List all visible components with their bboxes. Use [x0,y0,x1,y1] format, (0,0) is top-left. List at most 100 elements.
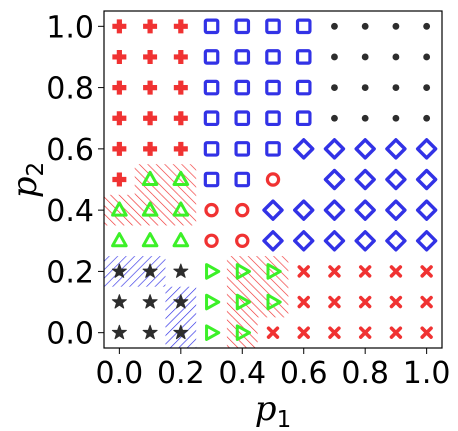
y-axis-ticks: 0.0 0.2 0.4 0.6 0.8 1.0 [46,10,104,352]
marker-dot-dark [331,84,338,91]
x-axis-ticks: 0.0 0.2 0.4 0.6 0.8 1.0 [96,348,451,391]
marker-star-dark [111,324,127,340]
marker-star-dark [142,263,158,278]
y-tick-label: 0.6 [46,133,94,168]
marker-x-red [420,326,433,339]
marker-square-blue [234,110,251,127]
marker-diamond-blue [293,230,315,252]
marker-dot-dark [361,114,369,122]
marker-circle-red [204,233,219,248]
y-tick-label: 0.2 [46,255,94,290]
data-markers [111,18,438,341]
marker-plus-red [143,111,158,126]
marker-plus-red [112,49,127,64]
marker-dot-dark [392,84,400,91]
marker-diamond-blue [262,199,284,221]
marker-square-blue [234,79,251,96]
marker-diamond-blue [354,230,376,252]
y-tick-label: 0.4 [46,194,94,229]
plot-frame [103,10,443,349]
marker-x-red [389,265,403,278]
marker-star-dark [173,324,189,340]
hatched-regions [104,164,289,348]
marker-diamond-blue [323,230,346,252]
x-tick-label: 0.2 [157,356,205,391]
marker-x-red [358,295,372,309]
marker-square-blue [234,18,251,35]
marker-diamond-blue [262,230,284,252]
marker-triangle-up-green [141,201,159,217]
marker-x-red [328,326,341,339]
marker-triangle-right-green [235,324,251,341]
marker-square-blue [203,171,220,188]
marker-plus-red [112,111,127,126]
marker-x-red [389,326,403,339]
marker-star-dark [111,294,127,309]
marker-square-blue [203,79,220,96]
marker-diamond-blue [354,138,376,160]
marker-triangle-right-green [235,263,251,280]
hatched-region-red [104,194,197,226]
marker-x-red [266,326,280,339]
marker-triangle-right-green [235,293,251,311]
marker-star-dark [142,294,158,309]
marker-triangle-up-green [111,232,128,248]
marker-diamond-blue [415,199,438,221]
hatched-region-blue [104,256,166,287]
marker-x-red [420,295,433,309]
marker-square-blue [265,49,281,65]
marker-diamond-blue [385,230,407,252]
marker-dot-dark [423,114,431,122]
marker-star-dark [142,324,158,340]
marker-triangle-right-green [205,263,221,280]
marker-plus-red [112,172,127,187]
marker-plus-red [112,141,127,156]
marker-star-dark [111,263,127,278]
marker-triangle-up-green [172,232,190,248]
marker-diamond-blue [385,168,407,191]
marker-x-red [328,295,341,309]
marker-circle-red [265,172,281,187]
marker-square-blue [265,79,281,96]
marker-plus-red [112,19,127,34]
marker-x-red [297,326,310,339]
marker-x-red [358,326,372,339]
marker-circle-red [235,202,250,218]
marker-square-blue [295,110,312,127]
hatched-region-red [134,164,197,195]
marker-diamond-blue [385,138,407,160]
x-tick-label: 1.0 [403,356,451,391]
marker-square-blue [234,171,251,188]
marker-triangle-right-green [205,293,221,311]
marker-plus-red [143,141,158,156]
marker-diamond-blue [323,138,346,160]
marker-square-blue [203,141,220,157]
y-tick-label: 0.0 [46,317,94,352]
marker-diamond-blue [415,230,438,252]
marker-plus-red [173,141,188,156]
marker-plus-red [143,80,158,95]
marker-x-red [420,265,433,278]
marker-dot-dark [361,53,369,61]
x-tick-label: 0.4 [218,356,266,391]
marker-diamond-blue [354,199,376,221]
marker-dot-dark [331,53,338,61]
marker-plus-red [112,80,127,95]
marker-x-red [389,295,403,309]
y-tick-label: 1.0 [46,10,94,45]
marker-x-red [358,265,372,278]
marker-dot-dark [423,53,431,61]
marker-triangle-up-green [141,232,159,248]
marker-x-red [297,295,310,309]
marker-square-blue [203,49,220,65]
marker-square-blue [295,79,312,96]
marker-triangle-right-green [266,293,282,311]
marker-dot-dark [392,53,400,61]
marker-circle-red [235,233,250,248]
marker-dot-dark [392,22,400,30]
marker-x-red [328,265,341,278]
marker-plus-red [173,80,188,95]
marker-diamond-blue [293,138,315,160]
marker-triangle-up-green [172,170,190,186]
